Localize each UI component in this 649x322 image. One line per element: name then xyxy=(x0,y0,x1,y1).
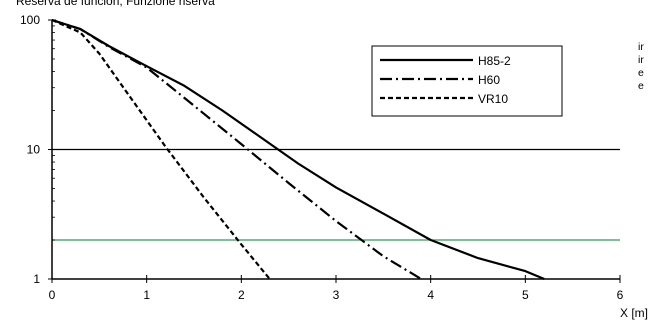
x-tick-label: 1 xyxy=(143,288,150,302)
y-tick-label: 100 xyxy=(20,13,40,27)
side-note: ir xyxy=(638,54,644,66)
legend-label: VR10 xyxy=(478,92,508,106)
series-line-vr10 xyxy=(51,18,271,280)
x-tick-label: 0 xyxy=(49,288,56,302)
x-axis-label: X [m] xyxy=(620,306,648,320)
side-notes: ir ir e e xyxy=(638,41,644,93)
series-line-h60 xyxy=(51,18,422,280)
x-tick-label: 3 xyxy=(333,288,340,302)
legend-label: H85-2 xyxy=(478,54,511,68)
x-tick-label: 6 xyxy=(617,288,624,302)
side-note: ir xyxy=(638,41,644,53)
side-note: e xyxy=(638,80,644,92)
chart-title: Reserva de función, Funzione riserva xyxy=(16,0,215,8)
x-tick-label: 2 xyxy=(238,288,245,302)
x-tick-label: 5 xyxy=(522,288,529,302)
y-tick-label: 1 xyxy=(33,272,40,286)
y-tick-label: 10 xyxy=(27,143,41,157)
legend-box xyxy=(371,45,563,117)
x-tick-label: 4 xyxy=(427,288,434,302)
legend-label: H60 xyxy=(478,73,500,87)
side-note: e xyxy=(638,67,644,79)
